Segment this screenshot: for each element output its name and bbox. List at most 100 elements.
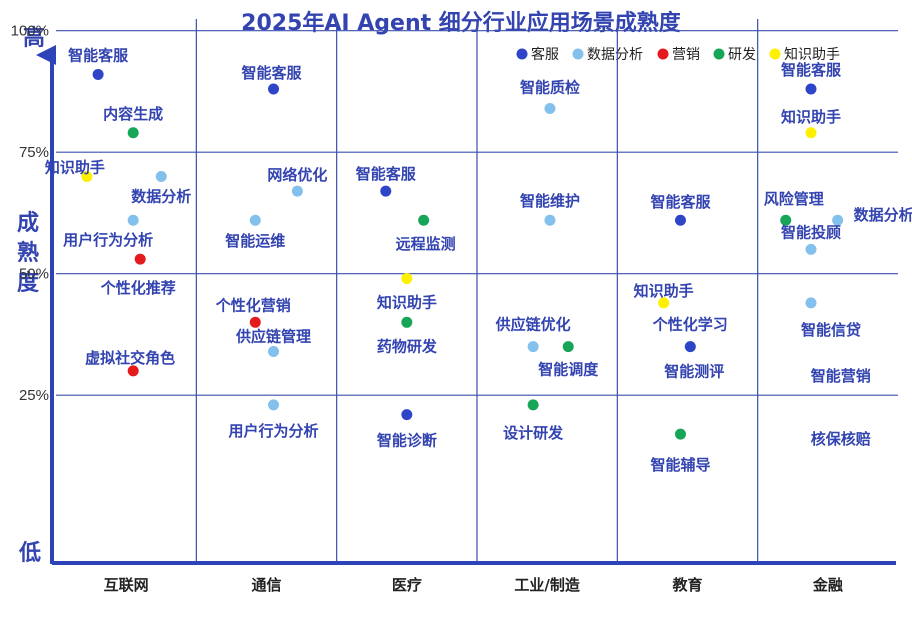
y-tick-label: 25%: [19, 387, 49, 404]
category-label: 工业/制造: [514, 576, 579, 594]
data-point: [832, 214, 844, 226]
data-point: [544, 102, 556, 114]
category-label: 互联网: [104, 576, 149, 594]
data-label: 供应链优化: [495, 316, 571, 334]
data-label: 内容生成: [103, 105, 163, 123]
data-label: 智能调度: [538, 361, 599, 379]
data-label: 知识助手: [781, 108, 841, 126]
data-label: 知识助手: [45, 159, 105, 177]
data-label: 药物研发: [377, 337, 438, 355]
data-label: 网络优化: [267, 166, 327, 184]
data-label: 智能客服: [781, 61, 842, 79]
data-point: [155, 171, 167, 182]
data-point: [127, 127, 139, 139]
data-point: [658, 297, 670, 309]
data-point: [401, 316, 413, 328]
legend-label: 营销: [672, 47, 700, 63]
data-point: [805, 243, 817, 255]
data-label: 风险管理: [764, 190, 824, 208]
data-label: 供应链管理: [235, 327, 311, 345]
legend: 客服 数据分析 营销 研发 知识助手: [516, 46, 840, 63]
data-point: [674, 214, 686, 226]
data-label: 核保核赔: [811, 430, 871, 448]
data-point: [562, 341, 574, 353]
data-label: 智能信贷: [801, 321, 861, 339]
category-label: 医疗: [392, 576, 422, 594]
data-label: 知识助手: [377, 294, 437, 312]
data-label: 个性化推荐: [100, 279, 176, 297]
category-label: 通信: [251, 576, 281, 594]
data-label: 数据分析: [854, 206, 912, 224]
data-point: [249, 316, 261, 328]
data-point: [544, 214, 556, 226]
data-point: [418, 214, 430, 226]
data-marks: [81, 68, 844, 440]
legend-label: 数据分析: [587, 47, 643, 63]
data-label: 智能客服: [242, 64, 303, 82]
data-label: 用户行为分析: [63, 231, 153, 249]
legend-marker: [713, 48, 725, 60]
data-label: 设计研发: [503, 424, 564, 442]
data-label: 虚拟社交角色: [85, 349, 175, 367]
data-point: [380, 185, 392, 197]
y-ticks: 100% 75% 50% 25%: [11, 23, 49, 405]
data-labels: 智能客服内容生成数据分析知识助手用户行为分析个性化推荐虚拟社交角色智能客服网络优…: [45, 46, 912, 474]
data-label: 个性化营销: [215, 296, 291, 314]
data-point: [401, 409, 413, 421]
data-point: [527, 341, 539, 353]
data-label: 远程监测: [396, 235, 456, 253]
data-point: [249, 214, 261, 226]
legend-label: 研发: [728, 47, 756, 63]
category-label: 教育: [671, 576, 702, 594]
data-point: [268, 345, 280, 357]
data-point: [127, 365, 139, 377]
legend-marker: [769, 48, 781, 60]
data-point: [780, 214, 792, 226]
data-label: 智能客服: [650, 193, 711, 211]
data-point: [684, 341, 696, 353]
data-label: 智能维护: [520, 192, 580, 210]
data-label: 用户行为分析: [229, 422, 319, 440]
data-point: [674, 428, 686, 440]
y-axis-low-label: 低: [18, 541, 41, 566]
legend-marker: [516, 48, 528, 60]
y-tick-label: 50%: [19, 266, 49, 283]
category-label: 金融: [812, 576, 843, 594]
y-axis-title: 成熟度: [17, 211, 40, 296]
data-point: [134, 253, 146, 265]
data-point: [805, 127, 817, 139]
data-point: [805, 297, 817, 309]
grid: [56, 18, 898, 562]
data-label: 智能营销: [811, 367, 871, 385]
data-label: 知识助手: [634, 282, 694, 300]
data-point: [527, 399, 539, 411]
data-point: [291, 185, 303, 197]
legend-marker: [572, 48, 584, 60]
data-label: 智能质检: [520, 78, 580, 96]
data-label: 智能投顾: [781, 223, 841, 241]
data-label: 数据分析: [131, 188, 191, 206]
data-point: [127, 214, 139, 226]
data-label: 个性化学习: [652, 316, 728, 334]
data-point: [268, 83, 280, 95]
data-label: 智能客服: [356, 165, 417, 183]
legend-label: 客服: [531, 46, 559, 63]
data-point: [805, 83, 817, 95]
data-label: 智能辅导: [650, 456, 710, 474]
legend-marker: [657, 48, 669, 60]
y-tick-label: 75%: [19, 144, 49, 161]
data-label: 智能诊断: [377, 432, 437, 450]
legend-label: 知识助手: [784, 46, 840, 63]
y-tick-label: 100%: [11, 23, 49, 40]
data-label: 智能客服: [68, 46, 129, 64]
x-categories: 互联网 通信 医疗 工业/制造 教育 金融: [104, 576, 843, 594]
data-point: [92, 68, 104, 80]
data-point: [81, 171, 93, 182]
data-label: 智能运维: [225, 232, 285, 250]
data-point: [401, 273, 413, 285]
data-point: [268, 399, 280, 411]
chart-title: 2025年AI Agent 细分行业应用场景成熟度: [241, 10, 682, 36]
y-axis-high-label: 高: [23, 25, 45, 51]
data-label: 智能测评: [664, 363, 724, 381]
